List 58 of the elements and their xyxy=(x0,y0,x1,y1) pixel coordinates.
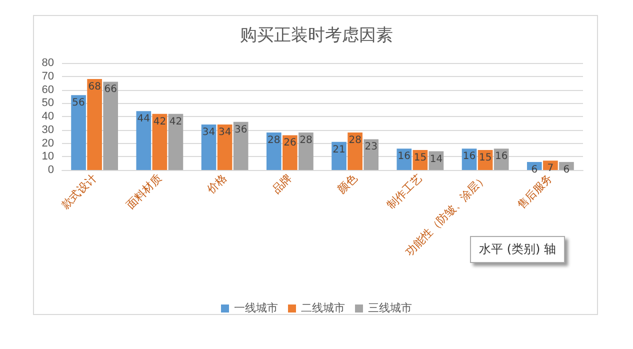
data-label: 28 xyxy=(300,135,312,146)
bar xyxy=(364,139,379,170)
data-label: 14 xyxy=(430,154,443,165)
y-tick-label: 0 xyxy=(48,164,54,176)
x-tick-label: 款式设计 xyxy=(58,171,100,212)
legend-label: 三线城市 xyxy=(368,302,412,314)
chart-title: 购买正装时考虑因素 xyxy=(240,26,393,46)
x-tick-label: 售后服务 xyxy=(514,171,556,212)
data-label: 21 xyxy=(332,144,346,156)
data-label: 44 xyxy=(137,114,150,125)
y-tick-label: 50 xyxy=(42,97,54,110)
y-tick-label: 30 xyxy=(42,124,54,136)
data-label: 66 xyxy=(104,84,117,96)
bar xyxy=(282,135,298,170)
data-label: 28 xyxy=(348,135,362,146)
x-tick-label: 品牌 xyxy=(270,171,295,196)
y-tick-label: 10 xyxy=(42,150,54,163)
bar xyxy=(87,79,102,170)
bar xyxy=(71,95,86,170)
data-label: 16 xyxy=(398,151,411,162)
bar xyxy=(152,114,168,170)
x-tick-label: 面料材质 xyxy=(124,171,164,212)
y-tick-label: 70 xyxy=(42,70,54,82)
legend-label: 一线城市 xyxy=(234,302,278,314)
data-label: 16 xyxy=(494,151,508,162)
bar xyxy=(233,122,248,170)
data-label: 68 xyxy=(88,82,101,93)
data-label: 34 xyxy=(218,127,232,138)
data-label: 36 xyxy=(234,124,248,136)
y-tick-label: 80 xyxy=(42,57,54,69)
bar xyxy=(103,82,118,170)
data-label: 16 xyxy=(462,151,476,162)
bar xyxy=(348,132,362,170)
data-label: 15 xyxy=(478,152,492,164)
y-tick-label: 20 xyxy=(42,137,54,150)
bar xyxy=(332,142,346,170)
y-tick-label: 60 xyxy=(42,84,54,96)
bar xyxy=(266,132,282,170)
data-label: 6 xyxy=(563,164,570,176)
x-tick-label: 颜色 xyxy=(334,171,360,196)
bar xyxy=(136,111,152,170)
bar xyxy=(217,124,232,170)
text: 水平 (类别) 轴 xyxy=(470,236,565,263)
bar xyxy=(201,124,216,170)
x-tick-label: 制作工艺 xyxy=(384,171,425,212)
data-label: 28 xyxy=(268,135,280,146)
data-label: 42 xyxy=(153,116,166,128)
data-label: 15 xyxy=(414,152,427,164)
legend-label: 二线城市 xyxy=(301,302,345,314)
data-label: 34 xyxy=(202,127,216,138)
x-tick-label: 价格 xyxy=(204,171,230,197)
bar xyxy=(168,114,184,170)
data-label: 56 xyxy=(72,98,85,109)
data-label: 42 xyxy=(169,116,182,128)
data-label: 23 xyxy=(364,142,378,153)
y-tick-label: 40 xyxy=(42,110,54,122)
bar xyxy=(298,132,314,170)
data-label: 26 xyxy=(284,138,296,149)
